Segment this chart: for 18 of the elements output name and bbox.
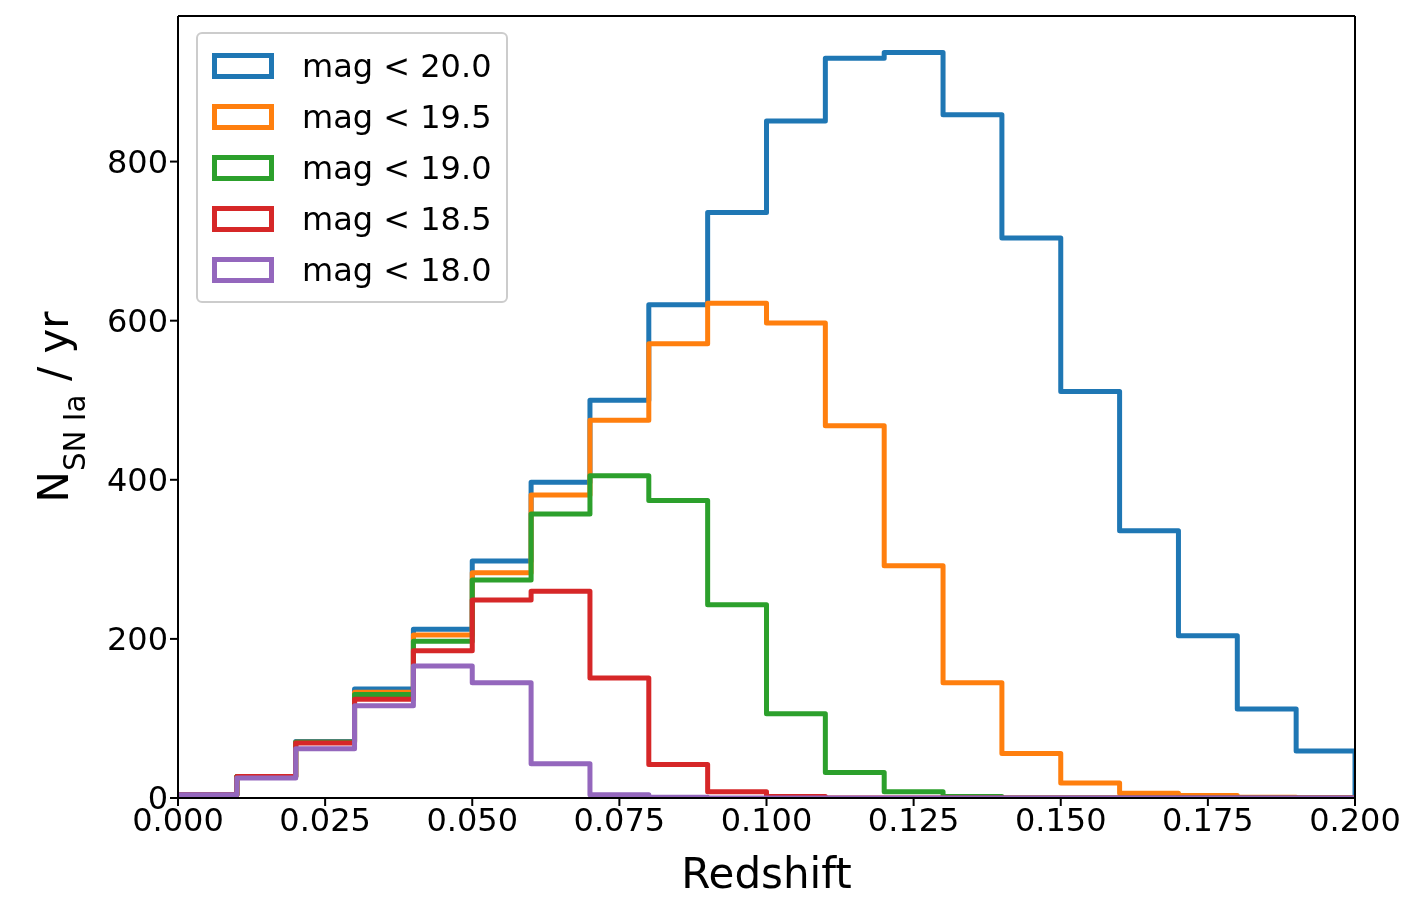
x-tick-label: 0.200 <box>1309 800 1401 839</box>
x-tick-label: 0.075 <box>573 800 666 839</box>
legend-label: mag < 18.5 <box>302 199 492 238</box>
y-tick-label: 600 <box>106 302 168 341</box>
x-tick-label: 0.175 <box>1162 800 1254 839</box>
legend-label: mag < 20.0 <box>302 46 492 85</box>
legend-label: mag < 19.5 <box>302 97 492 136</box>
x-tick-label: 0.100 <box>720 800 813 839</box>
legend-label: mag < 19.0 <box>302 148 492 187</box>
x-tick-label: 0.025 <box>279 800 371 839</box>
y-tick-label: 800 <box>106 142 168 181</box>
x-tick-label: 0.150 <box>1014 800 1107 839</box>
x-tick-label: 0.050 <box>426 800 519 839</box>
y-tick-label: 200 <box>106 620 168 659</box>
x-axis-title: Redshift <box>681 849 852 898</box>
y-tick-label: 400 <box>106 461 168 500</box>
legend-label: mag < 18.0 <box>302 250 492 289</box>
x-tick-label: 0.125 <box>867 800 960 839</box>
